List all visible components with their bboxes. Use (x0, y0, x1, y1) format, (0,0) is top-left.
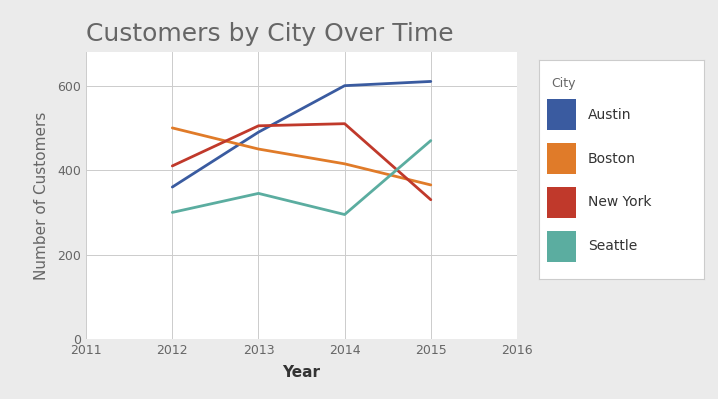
Line: Austin: Austin (172, 81, 431, 187)
Text: Seattle: Seattle (588, 239, 638, 253)
Seattle (426, 138, 435, 143)
Seattle (168, 210, 177, 215)
Boston (340, 162, 349, 166)
Boston (254, 147, 263, 152)
Line: Boston: Boston (172, 128, 431, 185)
Line: Seattle: Seattle (172, 140, 431, 215)
New York (168, 164, 177, 168)
Line: New York: New York (172, 124, 431, 200)
New York (340, 121, 349, 126)
Text: New York: New York (588, 196, 651, 209)
New York (426, 198, 435, 202)
X-axis label: Year: Year (283, 365, 320, 380)
FancyBboxPatch shape (547, 231, 577, 262)
Text: Customers by City Over Time: Customers by City Over Time (86, 22, 454, 46)
Seattle (254, 191, 263, 196)
Seattle (340, 212, 349, 217)
Austin (426, 79, 435, 84)
Y-axis label: Number of Customers: Number of Customers (34, 111, 49, 280)
Text: Boston: Boston (588, 152, 636, 166)
Boston (168, 126, 177, 130)
FancyBboxPatch shape (547, 99, 577, 130)
Text: City: City (551, 77, 577, 91)
FancyBboxPatch shape (547, 143, 577, 174)
Austin (254, 130, 263, 134)
FancyBboxPatch shape (547, 187, 577, 218)
Austin (340, 83, 349, 88)
Text: Austin: Austin (588, 108, 632, 122)
New York (254, 123, 263, 128)
Boston (426, 183, 435, 188)
Austin (168, 185, 177, 190)
